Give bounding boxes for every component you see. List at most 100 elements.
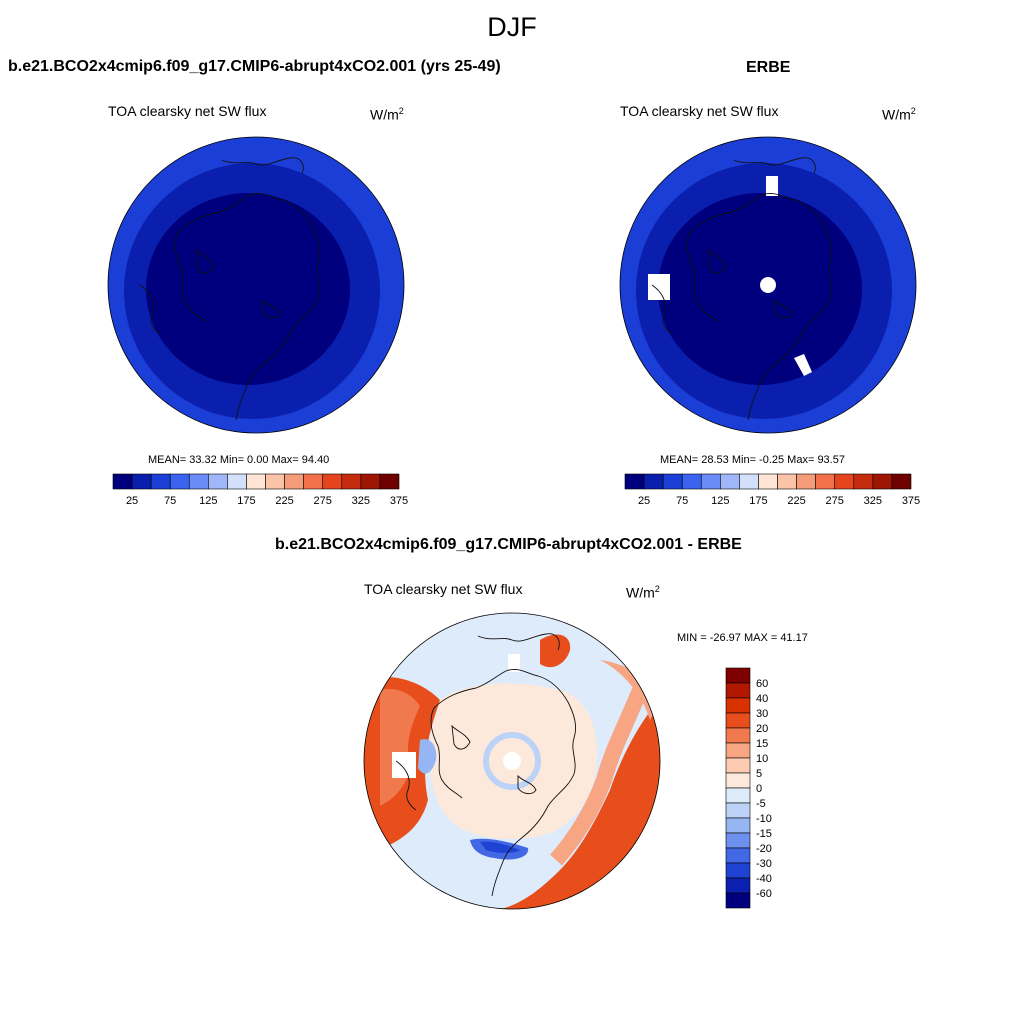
diff-colorbar: 60 40 30 20 15 10 5 0 -5 -10 -15 -20 -30 -40 -60: [725, 667, 772, 909]
diff-colorbar-tick-label: -20: [756, 843, 772, 855]
diff-colorbar-tick-label: -40: [756, 873, 772, 885]
diff-region-cool-west: [418, 739, 437, 774]
left-zone-inner-cap: [146, 193, 350, 385]
right-colorbar-tick-label: 225: [787, 495, 805, 507]
right-colorbar-tick-label: 75: [676, 495, 688, 507]
right-colorbar: 25 75 125 175 225 275 325 375: [624, 473, 920, 507]
diff-colorbar-tick-label: -30: [756, 858, 772, 870]
diff-variable-label: TOA clearsky net SW flux: [364, 581, 523, 597]
diff-region-southeast-warm: [500, 700, 660, 909]
diff-colorbar-box: [725, 742, 751, 759]
left-colorbar-box: [303, 473, 324, 490]
right-map-border: [619, 136, 917, 434]
right-colorbar-box: [834, 473, 855, 490]
right-colorbar-box: [720, 473, 740, 490]
diff-missing-patch-north: [508, 654, 520, 672]
diff-colorbar-box: [725, 877, 751, 894]
right-missing-patch-north: [766, 176, 778, 196]
left-colorbar-box: [131, 473, 152, 490]
diff-colorbar-tick-label: 20: [756, 723, 768, 735]
right-colorbar-box: [891, 473, 912, 490]
right-missing-patch-south: [794, 354, 812, 376]
left-colorbar: 25 75 125 175 225 275 325 375: [112, 473, 408, 507]
left-colorbar-tick-label: 275: [314, 495, 332, 507]
left-case-title: b.e21.BCO2x4cmip6.f09_g17.CMIP6-abrupt4x…: [8, 58, 501, 75]
diff-colorbar-tick-label: -60: [756, 888, 772, 900]
diff-colorbar-tick-label: 60: [756, 678, 768, 690]
left-stats: MEAN= 33.32 Min= 0.00 Max= 94.40: [148, 454, 330, 466]
right-colorbar-box: [777, 473, 797, 490]
diff-colorbar-box: [725, 667, 751, 684]
diff-region-southeast-edge: [550, 687, 648, 866]
diff-missing-pole: [503, 752, 521, 770]
right-colorbar-box: [700, 473, 721, 490]
left-colorbar-tick-label: 175: [237, 495, 255, 507]
diff-colorbar-box: [725, 682, 751, 699]
diff-missing-patch-west: [392, 752, 416, 778]
left-colorbar-tick-label: 25: [126, 495, 138, 507]
diff-colorbar-box: [725, 757, 751, 774]
left-variable-label: TOA clearsky net SW flux: [108, 103, 267, 119]
left-colorbar-box: [227, 473, 247, 490]
diff-coastline: [395, 633, 577, 897]
left-colorbar-box: [188, 473, 209, 490]
diff-map-border: [363, 612, 661, 910]
diff-polar-map: [364, 613, 660, 909]
right-colorbar-box: [796, 473, 816, 490]
right-coastline: [651, 157, 833, 421]
right-colorbar-box: [815, 473, 836, 490]
diff-units-label: W/m2: [626, 584, 660, 601]
diff-colorbar-tick-label: 5: [756, 768, 762, 780]
left-colorbar-box: [208, 473, 228, 490]
left-colorbar-tick-label: 125: [199, 495, 217, 507]
right-units-label: W/m2: [882, 106, 916, 123]
diff-colorbar-box: [725, 772, 751, 789]
diff-colorbar-box: [725, 802, 751, 819]
right-colorbar-box: [853, 473, 874, 490]
right-variable-label: TOA clearsky net SW flux: [620, 103, 779, 119]
right-colorbar-tick-label: 275: [826, 495, 844, 507]
diff-colorbar-box: [725, 787, 751, 804]
right-colorbar-box: [662, 473, 683, 490]
left-colorbar-box: [341, 473, 362, 490]
left-polar-map: [108, 137, 404, 433]
right-case-title: ERBE: [746, 59, 791, 76]
right-colorbar-box: [758, 473, 778, 490]
right-colorbar-tick-label: 175: [749, 495, 767, 507]
figure-title: DJF: [487, 12, 537, 42]
left-colorbar-box: [169, 473, 190, 490]
left-colorbar-tick-label: 225: [275, 495, 293, 507]
diff-region-northeast-warm: [600, 660, 660, 720]
diff-colorbar-box: [725, 712, 751, 729]
left-colorbar-box: [379, 473, 400, 490]
diff-colorbar-tick-label: -15: [756, 828, 772, 840]
diff-colorbar-tick-label: 0: [756, 783, 762, 795]
right-stats: MEAN= 28.53 Min= -0.25 Max= 93.57: [660, 454, 845, 466]
left-colorbar-tick-label: 325: [352, 495, 370, 507]
left-units-label: W/m2: [370, 106, 404, 123]
diff-colorbar-tick-label: -5: [756, 798, 766, 810]
diff-region-north-warm: [540, 634, 571, 668]
diff-colorbar-tick-label: 10: [756, 753, 768, 765]
left-colorbar-box: [150, 473, 171, 490]
diff-colorbar-tick-label: 15: [756, 738, 768, 750]
right-colorbar-box: [681, 473, 702, 490]
left-colorbar-tick-label: 75: [164, 495, 176, 507]
right-missing-patch-west: [648, 274, 670, 300]
right-colorbar-tick-label: 25: [638, 495, 650, 507]
diff-colorbar-box: [725, 847, 751, 864]
diff-pole-ring: [483, 732, 541, 790]
diff-colorbar-box: [725, 727, 751, 744]
right-polar-map: [620, 137, 916, 433]
diff-colorbar-box: [725, 862, 751, 879]
diff-colorbar-box: [725, 817, 751, 834]
left-coastline: [139, 157, 321, 421]
diff-colorbar-tick-label: -10: [756, 813, 772, 825]
diff-region-west-warm-inner: [380, 688, 420, 806]
right-colorbar-box: [739, 473, 759, 490]
diff-colorbar-tick-label: 30: [756, 708, 768, 720]
right-colorbar-box: [872, 473, 893, 490]
left-colorbar-box: [322, 473, 343, 490]
left-colorbar-box: [112, 473, 133, 490]
